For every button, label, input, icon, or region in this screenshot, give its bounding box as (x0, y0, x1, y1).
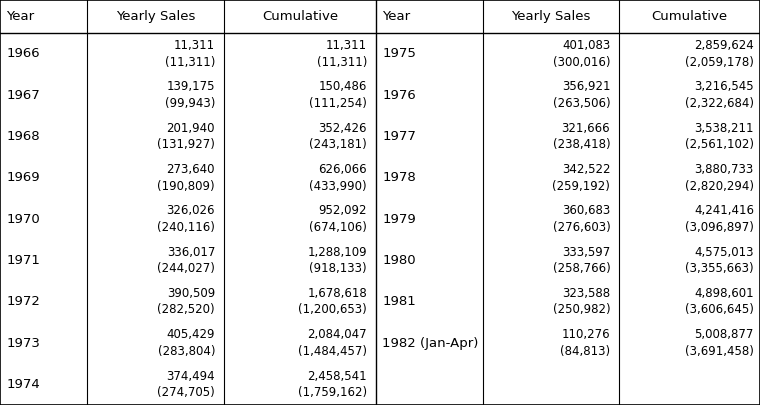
Text: 333,597
(258,766): 333,597 (258,766) (553, 246, 610, 275)
Text: 1968: 1968 (6, 130, 40, 143)
Text: 352,426
(243,181): 352,426 (243,181) (309, 122, 367, 151)
Text: 2,084,047
(1,484,457): 2,084,047 (1,484,457) (298, 328, 367, 358)
Text: 1966: 1966 (6, 47, 40, 60)
Text: 336,017
(244,027): 336,017 (244,027) (157, 246, 215, 275)
Text: 390,509
(282,520): 390,509 (282,520) (157, 287, 215, 316)
Text: 342,522
(259,192): 342,522 (259,192) (553, 163, 610, 192)
Text: 401,083
(300,016): 401,083 (300,016) (553, 39, 610, 68)
Text: 11,311
(11,311): 11,311 (11,311) (317, 39, 367, 68)
Text: 1977: 1977 (382, 130, 416, 143)
Text: 201,940
(131,927): 201,940 (131,927) (157, 122, 215, 151)
Text: 1976: 1976 (382, 89, 416, 102)
Text: 1982 (Jan-Apr): 1982 (Jan-Apr) (382, 337, 479, 350)
Text: 626,066
(433,990): 626,066 (433,990) (309, 163, 367, 192)
Text: 1,678,618
(1,200,653): 1,678,618 (1,200,653) (299, 287, 367, 316)
Text: 405,429
(283,804): 405,429 (283,804) (157, 328, 215, 358)
Text: 1980: 1980 (382, 254, 416, 267)
Text: 1967: 1967 (6, 89, 40, 102)
Text: 3,880,733
(2,820,294): 3,880,733 (2,820,294) (685, 163, 754, 192)
Text: 5,008,877
(3,691,458): 5,008,877 (3,691,458) (685, 328, 754, 358)
Text: 1970: 1970 (6, 213, 40, 226)
Text: 150,486
(111,254): 150,486 (111,254) (309, 81, 367, 110)
Text: 4,575,013
(3,355,663): 4,575,013 (3,355,663) (686, 246, 754, 275)
Text: Cumulative: Cumulative (651, 10, 728, 23)
Text: 326,026
(240,116): 326,026 (240,116) (157, 205, 215, 234)
Text: Yearly Sales: Yearly Sales (511, 10, 591, 23)
Text: 1978: 1978 (382, 171, 416, 184)
Text: 374,494
(274,705): 374,494 (274,705) (157, 370, 215, 399)
Text: 11,311
(11,311): 11,311 (11,311) (165, 39, 215, 68)
Text: Year: Year (6, 10, 34, 23)
Text: 1972: 1972 (6, 295, 40, 308)
Text: 2,458,541
(1,759,162): 2,458,541 (1,759,162) (298, 370, 367, 399)
Text: 1981: 1981 (382, 295, 416, 308)
Text: 1969: 1969 (6, 171, 40, 184)
Text: 110,276
(84,813): 110,276 (84,813) (560, 328, 610, 358)
Text: 273,640
(190,809): 273,640 (190,809) (157, 163, 215, 192)
Text: 1,288,109
(918,133): 1,288,109 (918,133) (308, 246, 367, 275)
Text: 323,588
(250,982): 323,588 (250,982) (553, 287, 610, 316)
Text: Cumulative: Cumulative (262, 10, 338, 23)
Text: 4,241,416
(3,096,897): 4,241,416 (3,096,897) (685, 205, 754, 234)
Text: 139,175
(99,943): 139,175 (99,943) (165, 81, 215, 110)
Text: 3,216,545
(2,322,684): 3,216,545 (2,322,684) (685, 81, 754, 110)
Text: 360,683
(276,603): 360,683 (276,603) (553, 205, 610, 234)
Text: 1974: 1974 (6, 378, 40, 391)
Text: 1979: 1979 (382, 213, 416, 226)
Text: 952,092
(674,106): 952,092 (674,106) (309, 205, 367, 234)
Text: Yearly Sales: Yearly Sales (116, 10, 195, 23)
Text: Year: Year (382, 10, 410, 23)
Text: 1975: 1975 (382, 47, 416, 60)
Text: 3,538,211
(2,561,102): 3,538,211 (2,561,102) (685, 122, 754, 151)
Text: 1973: 1973 (6, 337, 40, 350)
Text: 1971: 1971 (6, 254, 40, 267)
Text: 321,666
(238,418): 321,666 (238,418) (553, 122, 610, 151)
Text: 356,921
(263,506): 356,921 (263,506) (553, 81, 610, 110)
Text: 2,859,624
(2,059,178): 2,859,624 (2,059,178) (685, 39, 754, 68)
Text: 4,898,601
(3,606,645): 4,898,601 (3,606,645) (685, 287, 754, 316)
